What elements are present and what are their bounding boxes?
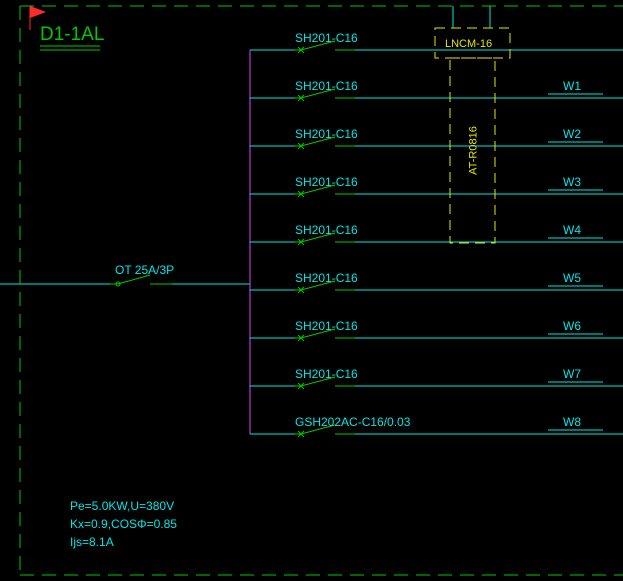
breaker-label: SH201-C16 bbox=[295, 271, 358, 285]
output-label: W6 bbox=[563, 319, 581, 333]
breaker-label: SH201-C16 bbox=[295, 319, 358, 333]
breaker-label: SH201-C16 bbox=[295, 175, 358, 189]
breaker-label: SH201-C16 bbox=[295, 79, 358, 93]
output-label: W1 bbox=[563, 79, 581, 93]
flag-icon bbox=[30, 6, 46, 18]
spec-line: Pe=5.0KW,U=380V bbox=[70, 499, 174, 513]
device-box-2-label: AT-R0816 bbox=[468, 126, 480, 175]
output-label: W4 bbox=[563, 223, 581, 237]
device-box-1-label: LNCM-16 bbox=[445, 38, 492, 50]
breaker-label: SH201-C16 bbox=[295, 367, 358, 381]
breaker-label: SH201-C16 bbox=[295, 31, 358, 45]
output-label: W8 bbox=[563, 415, 581, 429]
output-label: W5 bbox=[563, 271, 581, 285]
breaker-label: SH201-C16 bbox=[295, 223, 358, 237]
spec-line: Ijs=8.1A bbox=[70, 535, 114, 549]
output-label: W7 bbox=[563, 367, 581, 381]
panel-title: D1-1AL bbox=[40, 24, 104, 45]
output-label: W3 bbox=[563, 175, 581, 189]
spec-line: Kx=0.9,COSΦ=0.85 bbox=[70, 517, 177, 531]
breaker-label: GSH202AC-C16/0.03 bbox=[295, 415, 411, 429]
main-switch-label: OT 25A/3P bbox=[115, 263, 174, 277]
output-label: W2 bbox=[563, 127, 581, 141]
breaker-label: SH201-C16 bbox=[295, 127, 358, 141]
